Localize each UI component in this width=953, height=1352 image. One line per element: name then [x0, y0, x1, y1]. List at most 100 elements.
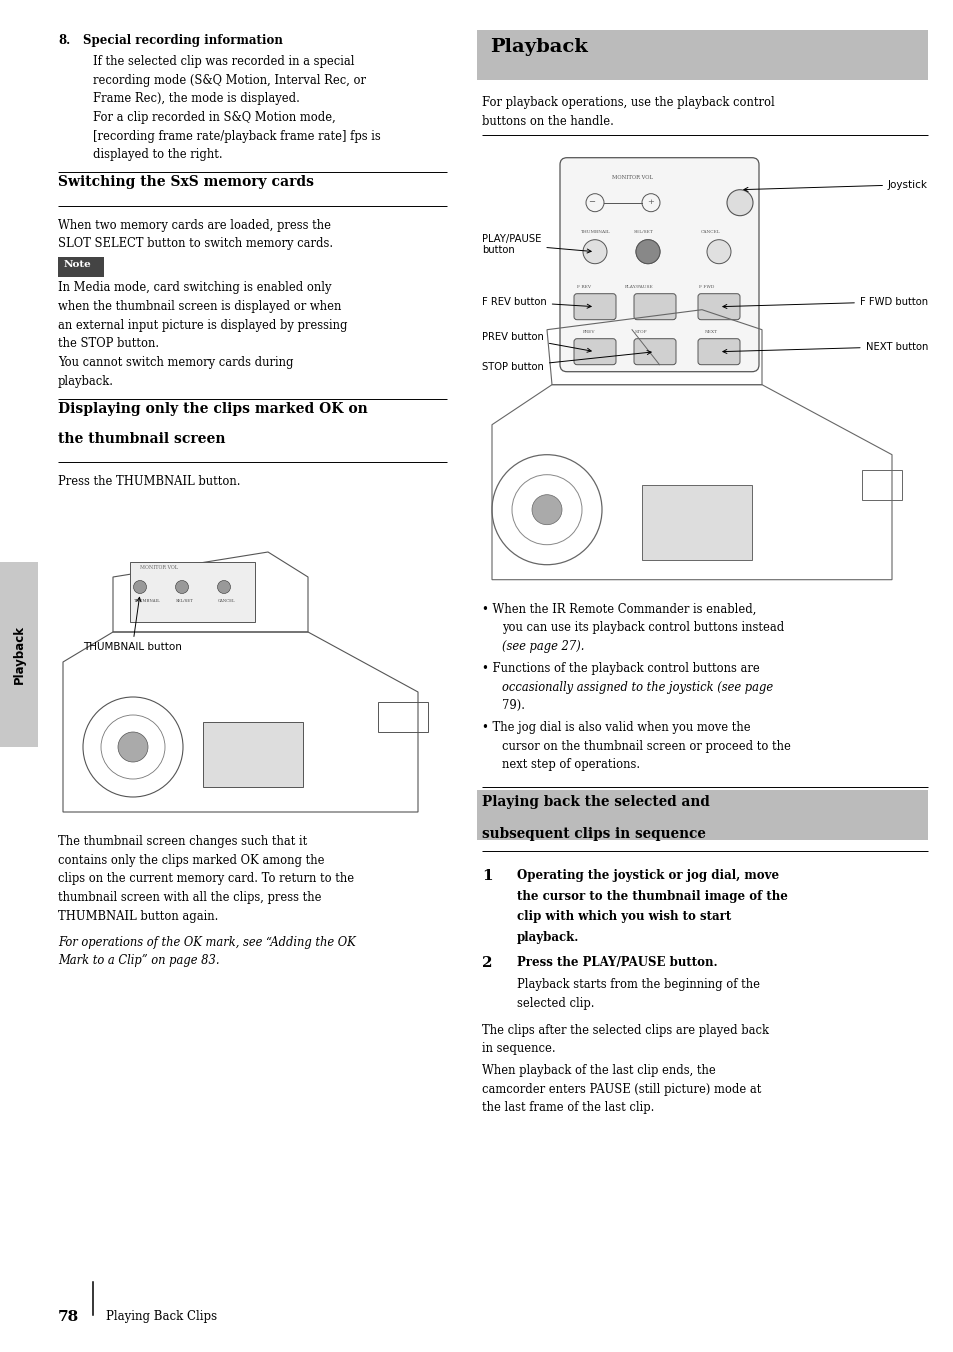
Text: subsequent clips in sequence: subsequent clips in sequence [481, 827, 705, 841]
Text: The thumbnail screen changes such that it: The thumbnail screen changes such that i… [58, 836, 307, 848]
Text: NEXT button: NEXT button [722, 342, 927, 353]
Text: thumbnail screen with all the clips, press the: thumbnail screen with all the clips, pre… [58, 891, 321, 904]
Bar [58, 257, 104, 277]
Text: occasionally assigned to the joystick (see page: occasionally assigned to the joystick (s… [501, 680, 772, 694]
Text: you can use its playback control buttons instead: you can use its playback control buttons… [501, 622, 783, 634]
Text: camcorder enters PAUSE (still picture) mode at: camcorder enters PAUSE (still picture) m… [481, 1083, 760, 1095]
Text: Press the PLAY/PAUSE button.: Press the PLAY/PAUSE button. [517, 956, 717, 969]
Text: You cannot switch memory cards during: You cannot switch memory cards during [58, 356, 294, 369]
Text: −: − [588, 197, 595, 206]
Bar [130, 562, 254, 622]
Text: SLOT SELECT button to switch memory cards.: SLOT SELECT button to switch memory card… [58, 238, 333, 250]
Circle shape [217, 580, 231, 594]
Text: STOP button: STOP button [481, 350, 651, 372]
Bar [203, 722, 303, 787]
Text: Playing back the selected and: Playing back the selected and [481, 795, 709, 808]
Text: Playing Back Clips: Playing Back Clips [106, 1310, 217, 1324]
Text: STOP: STOP [635, 330, 647, 334]
Circle shape [636, 239, 659, 264]
Text: when the thumbnail screen is displayed or when: when the thumbnail screen is displayed o… [58, 300, 341, 314]
Text: Playback: Playback [12, 625, 26, 684]
Text: Special recording information: Special recording information [83, 34, 283, 47]
Text: When two memory cards are loaded, press the: When two memory cards are loaded, press … [58, 219, 331, 231]
FancyBboxPatch shape [574, 293, 616, 319]
Text: PLAY/PAUSE
button: PLAY/PAUSE button [481, 234, 591, 256]
Text: Note: Note [64, 261, 91, 269]
FancyBboxPatch shape [574, 339, 616, 365]
Text: THUMBNAIL: THUMBNAIL [580, 230, 610, 234]
Bar [377, 702, 428, 731]
Text: For operations of the OK mark, see “Adding the OK: For operations of the OK mark, see “Addi… [58, 936, 355, 949]
Text: buttons on the handle.: buttons on the handle. [481, 115, 613, 127]
Text: CANCEL: CANCEL [700, 230, 720, 234]
Text: the last frame of the last clip.: the last frame of the last clip. [481, 1102, 654, 1114]
Circle shape [532, 495, 561, 525]
FancyBboxPatch shape [559, 158, 759, 372]
Circle shape [636, 239, 659, 264]
Text: • The jog dial is also valid when you move the: • The jog dial is also valid when you mo… [481, 721, 750, 734]
Circle shape [175, 580, 189, 594]
Bar [476, 30, 927, 80]
Text: contains only the clips marked OK among the: contains only the clips marked OK among … [58, 853, 324, 867]
Circle shape [582, 239, 606, 264]
FancyBboxPatch shape [698, 339, 740, 365]
Circle shape [706, 239, 730, 264]
Text: the STOP button.: the STOP button. [58, 338, 159, 350]
Circle shape [118, 731, 148, 763]
Text: Operating the joystick or jog dial, move: Operating the joystick or jog dial, move [517, 869, 779, 882]
Text: PREV button: PREV button [481, 331, 591, 353]
Text: next step of operations.: next step of operations. [501, 758, 639, 771]
Text: THUMBNAIL: THUMBNAIL [133, 599, 161, 603]
Text: • When the IR Remote Commander is enabled,: • When the IR Remote Commander is enable… [481, 603, 756, 615]
Text: For playback operations, use the playback control: For playback operations, use the playbac… [481, 96, 774, 110]
Text: 79).: 79). [501, 699, 524, 713]
Text: SEL/SET: SEL/SET [175, 599, 193, 603]
Text: +: + [647, 197, 654, 206]
Text: F FWD button: F FWD button [722, 296, 927, 308]
Text: In Media mode, card switching is enabled only: In Media mode, card switching is enabled… [58, 281, 331, 295]
Text: SEL/SET: SEL/SET [634, 230, 653, 234]
Text: clip with which you wish to start: clip with which you wish to start [517, 910, 731, 923]
Text: THUMBNAIL button: THUMBNAIL button [83, 598, 182, 652]
Text: Joystick: Joystick [743, 180, 927, 192]
Text: 78: 78 [58, 1310, 79, 1324]
Text: THUMBNAIL button again.: THUMBNAIL button again. [58, 910, 218, 923]
Circle shape [726, 189, 752, 216]
Text: 2: 2 [481, 956, 492, 969]
Text: PREV: PREV [582, 330, 595, 334]
Text: MONITOR VOL: MONITOR VOL [140, 565, 178, 571]
Text: MONITOR VOL: MONITOR VOL [612, 174, 652, 180]
Text: (see page 27).: (see page 27). [501, 639, 584, 653]
Text: the thumbnail screen: the thumbnail screen [58, 431, 225, 446]
FancyBboxPatch shape [698, 293, 740, 319]
Text: 8.: 8. [58, 34, 71, 47]
FancyBboxPatch shape [634, 293, 676, 319]
Text: Playback starts from the beginning of the: Playback starts from the beginning of th… [517, 977, 760, 991]
Text: F FWD: F FWD [699, 285, 714, 289]
Text: the cursor to the thumbnail image of the: the cursor to the thumbnail image of the [517, 890, 787, 903]
Bar [641, 485, 751, 560]
Text: recording mode (S&Q Motion, Interval Rec, or: recording mode (S&Q Motion, Interval Rec… [92, 74, 366, 87]
Bar [862, 469, 901, 500]
Text: • Functions of the playback control buttons are: • Functions of the playback control butt… [481, 661, 759, 675]
Text: CANCEL: CANCEL [218, 599, 235, 603]
Text: Switching the SxS memory cards: Switching the SxS memory cards [58, 176, 314, 189]
Text: Mark to a Clip” on page 83.: Mark to a Clip” on page 83. [58, 955, 219, 967]
Text: Frame Rec), the mode is displayed.: Frame Rec), the mode is displayed. [92, 92, 299, 105]
Text: selected clip.: selected clip. [517, 996, 594, 1010]
Text: playback.: playback. [58, 375, 113, 388]
Bar [0, 562, 38, 748]
Text: Displaying only the clips marked OK on: Displaying only the clips marked OK on [58, 402, 367, 415]
Text: When playback of the last clip ends, the: When playback of the last clip ends, the [481, 1064, 715, 1078]
Circle shape [133, 580, 147, 594]
Text: F REV button: F REV button [481, 296, 591, 308]
Text: in sequence.: in sequence. [481, 1042, 555, 1056]
Text: Playback: Playback [490, 38, 587, 55]
Text: NEXT: NEXT [704, 330, 718, 334]
Text: 1: 1 [481, 869, 492, 883]
Text: an external input picture is displayed by pressing: an external input picture is displayed b… [58, 319, 347, 331]
Text: F REV: F REV [577, 285, 590, 289]
FancyBboxPatch shape [634, 339, 676, 365]
Text: The clips after the selected clips are played back: The clips after the selected clips are p… [481, 1023, 768, 1037]
Text: playback.: playback. [517, 930, 578, 944]
